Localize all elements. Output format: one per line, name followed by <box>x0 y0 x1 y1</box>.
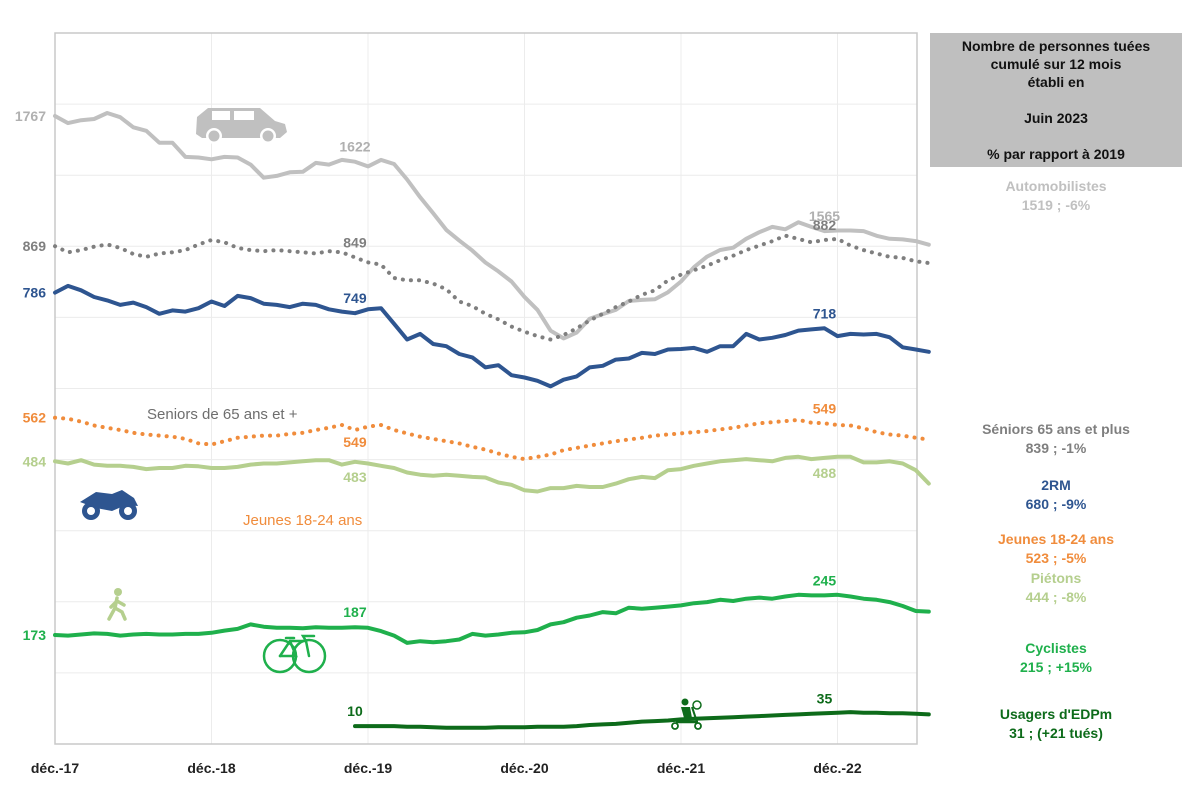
series-line-edpm <box>353 710 931 730</box>
legend-seniors: Séniors 65 ans et plus 839 ; -1% <box>930 420 1182 458</box>
value-label-moto: 749 <box>343 290 367 306</box>
x-tick-label: déc.-21 <box>657 760 705 776</box>
legend-name: 2RM <box>1041 477 1071 493</box>
legend-stat: 1519 ; -6% <box>1021 197 1091 213</box>
x-tick-label: déc.-18 <box>187 760 235 776</box>
value-label-seniors: 882 <box>813 217 837 233</box>
value-label-auto: 1767 <box>15 108 46 124</box>
pedestrian-icon <box>107 588 127 621</box>
legend-stat: 444 ; -8% <box>1025 589 1087 605</box>
legend-stat: 31 ; (+21 tués) <box>1009 725 1103 741</box>
series-line-jeunes <box>53 415 931 462</box>
info-line-3: établi en <box>1027 74 1085 90</box>
info-box: Nombre de personnes tuées cumulé sur 12 … <box>930 33 1182 167</box>
value-label-pietons: 484 <box>23 453 47 469</box>
series-line-pietons <box>53 454 931 494</box>
info-comparison: % par rapport à 2019 <box>987 146 1125 162</box>
legend-stat: 839 ; -1% <box>1025 440 1087 456</box>
legend-name: Séniors 65 ans et plus <box>982 421 1130 437</box>
value-label-pietons: 488 <box>813 465 837 481</box>
x-axis-ticks: déc.-17 déc.-18 déc.-19 déc.-20 déc.-21 déc.-… <box>31 760 862 776</box>
x-tick-label: déc.-19 <box>344 760 392 776</box>
value-label-auto: 1565 <box>809 208 840 224</box>
value-label-auto: 1622 <box>339 139 370 155</box>
legend-jeunes: Jeunes 18-24 ans 523 ; -5% <box>930 530 1182 568</box>
series-line-moto <box>53 283 931 389</box>
jeunes-inline-label: Jeunes 18-24 ans <box>243 512 362 529</box>
x-tick-label: déc.-20 <box>500 760 548 776</box>
value-label-jeunes: 549 <box>813 400 837 416</box>
value-label-moto: 718 <box>813 305 837 321</box>
legend-name: Cyclistes <box>1025 640 1087 656</box>
legend-edpm: Usagers d'EDPm 31 ; (+21 tués) <box>930 705 1182 743</box>
legend-name: Automobilistes <box>1005 178 1107 194</box>
info-period: Juin 2023 <box>1024 110 1088 126</box>
motorcycle-icon <box>80 490 138 520</box>
legend-2rm: 2RM 680 ; -9% <box>930 476 1182 514</box>
plot-frame <box>54 32 918 745</box>
value-label-edpm: 10 <box>347 703 363 719</box>
series-line-seniors <box>53 233 931 342</box>
bicycle-icon <box>262 634 327 674</box>
legend-cyclistes: Cyclistes 215 ; +15% <box>930 639 1182 677</box>
legend-name: Jeunes 18-24 ans <box>998 531 1114 547</box>
value-label-seniors: 849 <box>343 234 367 250</box>
legend-stat: 215 ; +15% <box>1020 659 1092 675</box>
x-tick-label: déc.-17 <box>31 760 79 776</box>
legend-stat: 523 ; -5% <box>1025 550 1087 566</box>
scooter-icon <box>671 698 702 730</box>
seniors-inline-label: Seniors de 65 ans et + <box>147 406 298 423</box>
legend-name: Usagers d'EDPm <box>999 706 1113 722</box>
value-label-pietons: 483 <box>343 469 367 485</box>
value-label-moto: 786 <box>23 285 47 301</box>
value-label-cyclistes: 245 <box>813 572 837 588</box>
value-label-cyclistes: 173 <box>23 627 47 643</box>
value-label-jeunes: 562 <box>23 410 47 426</box>
legend-pietons: Piétons 444 ; -8% <box>930 569 1182 607</box>
series-line-auto <box>53 111 931 341</box>
info-line-2: cumulé sur 12 mois <box>990 56 1122 72</box>
value-label-edpm: 35 <box>817 690 833 706</box>
info-line-1: Nombre de personnes tuées <box>961 38 1151 54</box>
legend-automobilistes: Automobilistes 1519 ; -6% <box>930 177 1182 215</box>
value-label-jeunes: 549 <box>343 434 367 450</box>
legend-name: Piétons <box>1030 570 1082 586</box>
value-label-seniors: 869 <box>23 238 47 254</box>
grid <box>54 33 917 744</box>
x-tick-label: déc.-22 <box>813 760 861 776</box>
value-label-cyclistes: 187 <box>343 604 367 620</box>
car-icon <box>196 108 287 144</box>
value-labels: 1767 1622 1565 869 849 882 786 749 718 562 549 549 4… <box>15 108 840 719</box>
series-layer <box>53 111 931 730</box>
series-line-cyclistes <box>53 592 931 645</box>
legend-stat: 680 ; -9% <box>1025 496 1087 512</box>
